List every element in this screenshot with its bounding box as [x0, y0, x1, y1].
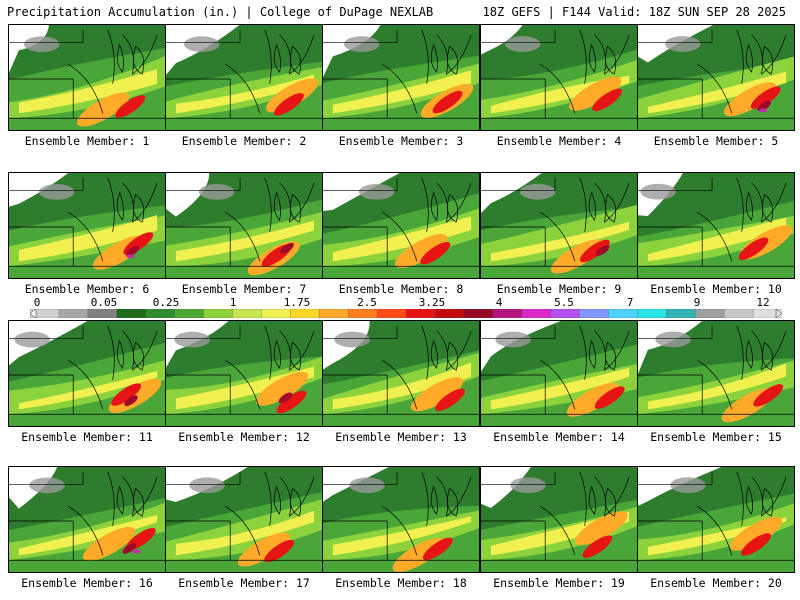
member-map-11	[8, 320, 166, 427]
member-map-15	[637, 320, 795, 427]
member-map-1	[8, 24, 166, 131]
colorbar-swatch	[579, 309, 610, 318]
member-caption-10: Ensemble Member: 10	[650, 282, 782, 296]
member-map-16	[8, 466, 166, 573]
colorbar-swatch	[752, 309, 782, 318]
colorbar-swatch	[116, 309, 147, 318]
colorbar-tick-label: 1.75	[283, 296, 311, 309]
colorbar-tick-label: 9	[693, 296, 701, 309]
colorbar-tick-label: 2.5	[357, 296, 377, 309]
member-map-6	[8, 172, 166, 279]
member-map-3	[322, 24, 480, 131]
colorbar-tick-label: 0.25	[152, 296, 180, 309]
member-map-19	[480, 466, 638, 573]
colorbar-swatch	[232, 309, 263, 318]
member-map-14	[480, 320, 638, 427]
member-map-18	[322, 466, 480, 573]
member-caption-13: Ensemble Member: 13	[335, 430, 467, 444]
colorbar-tick-label: 0.05	[90, 296, 118, 309]
member-caption-9: Ensemble Member: 9	[496, 282, 622, 296]
colorbar-tick-label: 7	[626, 296, 634, 309]
member-map-13	[322, 320, 480, 427]
run-valid-time: 18Z GEFS | F144 Valid: 18Z SUN SEP 28 20…	[482, 5, 786, 19]
colorbar-swatch	[58, 309, 89, 318]
member-caption-15: Ensemble Member: 15	[650, 430, 782, 444]
member-caption-20: Ensemble Member: 20	[650, 576, 782, 590]
member-caption-8: Ensemble Member: 8	[338, 282, 464, 296]
colorbar-swatch	[463, 309, 494, 318]
member-map-8	[322, 172, 480, 279]
colorbar-swatch	[290, 309, 320, 318]
member-caption-18: Ensemble Member: 18	[335, 576, 467, 590]
member-map-4	[480, 24, 638, 131]
member-caption-12: Ensemble Member: 12	[178, 430, 310, 444]
member-map-12	[165, 320, 323, 427]
member-caption-5: Ensemble Member: 5	[653, 134, 779, 148]
member-caption-6: Ensemble Member: 6	[24, 282, 150, 296]
colorbar-swatch	[637, 309, 667, 318]
member-map-20	[637, 466, 795, 573]
colorbar-swatch	[145, 309, 176, 318]
member-caption-4: Ensemble Member: 4	[496, 134, 622, 148]
colorbar-swatch	[695, 309, 725, 318]
member-map-7	[165, 172, 323, 279]
chart-title: Precipitation Accumulation (in.) | Colle…	[7, 5, 434, 19]
member-map-17	[165, 466, 323, 573]
member-map-10	[637, 172, 795, 279]
colorbar-swatch	[666, 309, 696, 318]
colorbar-tick-label: 1	[229, 296, 237, 309]
colorbar-swatch	[550, 309, 581, 318]
member-caption-1: Ensemble Member: 1	[24, 134, 150, 148]
member-map-2	[165, 24, 323, 131]
colorbar-swatch	[492, 309, 523, 318]
member-caption-14: Ensemble Member: 14	[493, 430, 625, 444]
member-caption-2: Ensemble Member: 2	[181, 134, 307, 148]
colorbar-swatch	[521, 309, 552, 318]
member-caption-3: Ensemble Member: 3	[338, 134, 464, 148]
colorbar-swatch	[434, 309, 465, 318]
colorbar-swatch	[376, 309, 407, 318]
colorbar-swatch	[608, 309, 639, 318]
colorbar-tick-label: 0	[33, 296, 41, 309]
member-map-9	[480, 172, 638, 279]
colorbar-tick-label: 3.25	[418, 296, 446, 309]
colorbar-swatch	[405, 309, 436, 318]
member-caption-16: Ensemble Member: 16	[21, 576, 153, 590]
colorbar	[30, 309, 782, 318]
colorbar-swatch	[203, 309, 234, 318]
colorbar-tick-label: 12	[756, 296, 770, 309]
colorbar-swatch	[348, 309, 378, 318]
colorbar-tick-label: 4	[495, 296, 503, 309]
member-map-5	[637, 24, 795, 131]
colorbar-swatch	[87, 309, 118, 318]
colorbar-swatch	[174, 309, 205, 318]
colorbar-swatch	[319, 309, 349, 318]
member-caption-11: Ensemble Member: 11	[21, 430, 153, 444]
member-caption-17: Ensemble Member: 17	[178, 576, 310, 590]
colorbar-swatch	[724, 309, 754, 318]
member-caption-7: Ensemble Member: 7	[181, 282, 307, 296]
colorbar-tick-label: 5.5	[554, 296, 574, 309]
member-caption-19: Ensemble Member: 19	[493, 576, 625, 590]
colorbar-swatch	[261, 309, 291, 318]
